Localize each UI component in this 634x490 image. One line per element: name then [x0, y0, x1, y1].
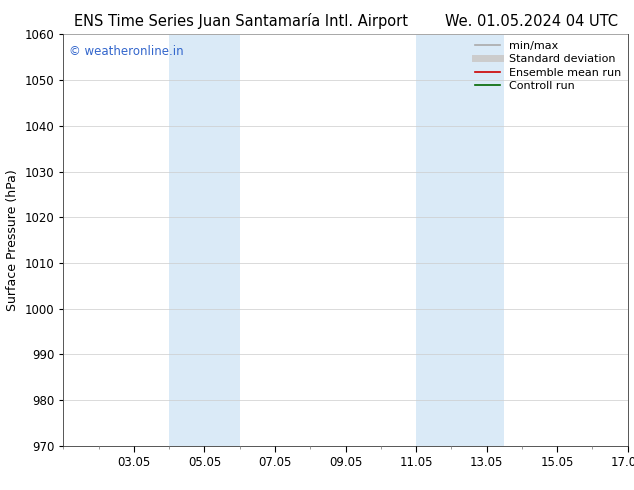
Text: © weatheronline.in: © weatheronline.in — [69, 45, 184, 58]
Legend: min/max, Standard deviation, Ensemble mean run, Controll run: min/max, Standard deviation, Ensemble me… — [471, 37, 625, 96]
Bar — [416, 34, 504, 446]
Title: ENS Time Series Juan Santamaría Intl. Airport        We. 01.05.2024 04 UTC: ENS Time Series Juan Santamaría Intl. Ai… — [74, 13, 618, 29]
Y-axis label: Surface Pressure (hPa): Surface Pressure (hPa) — [6, 169, 19, 311]
Bar — [169, 34, 240, 446]
